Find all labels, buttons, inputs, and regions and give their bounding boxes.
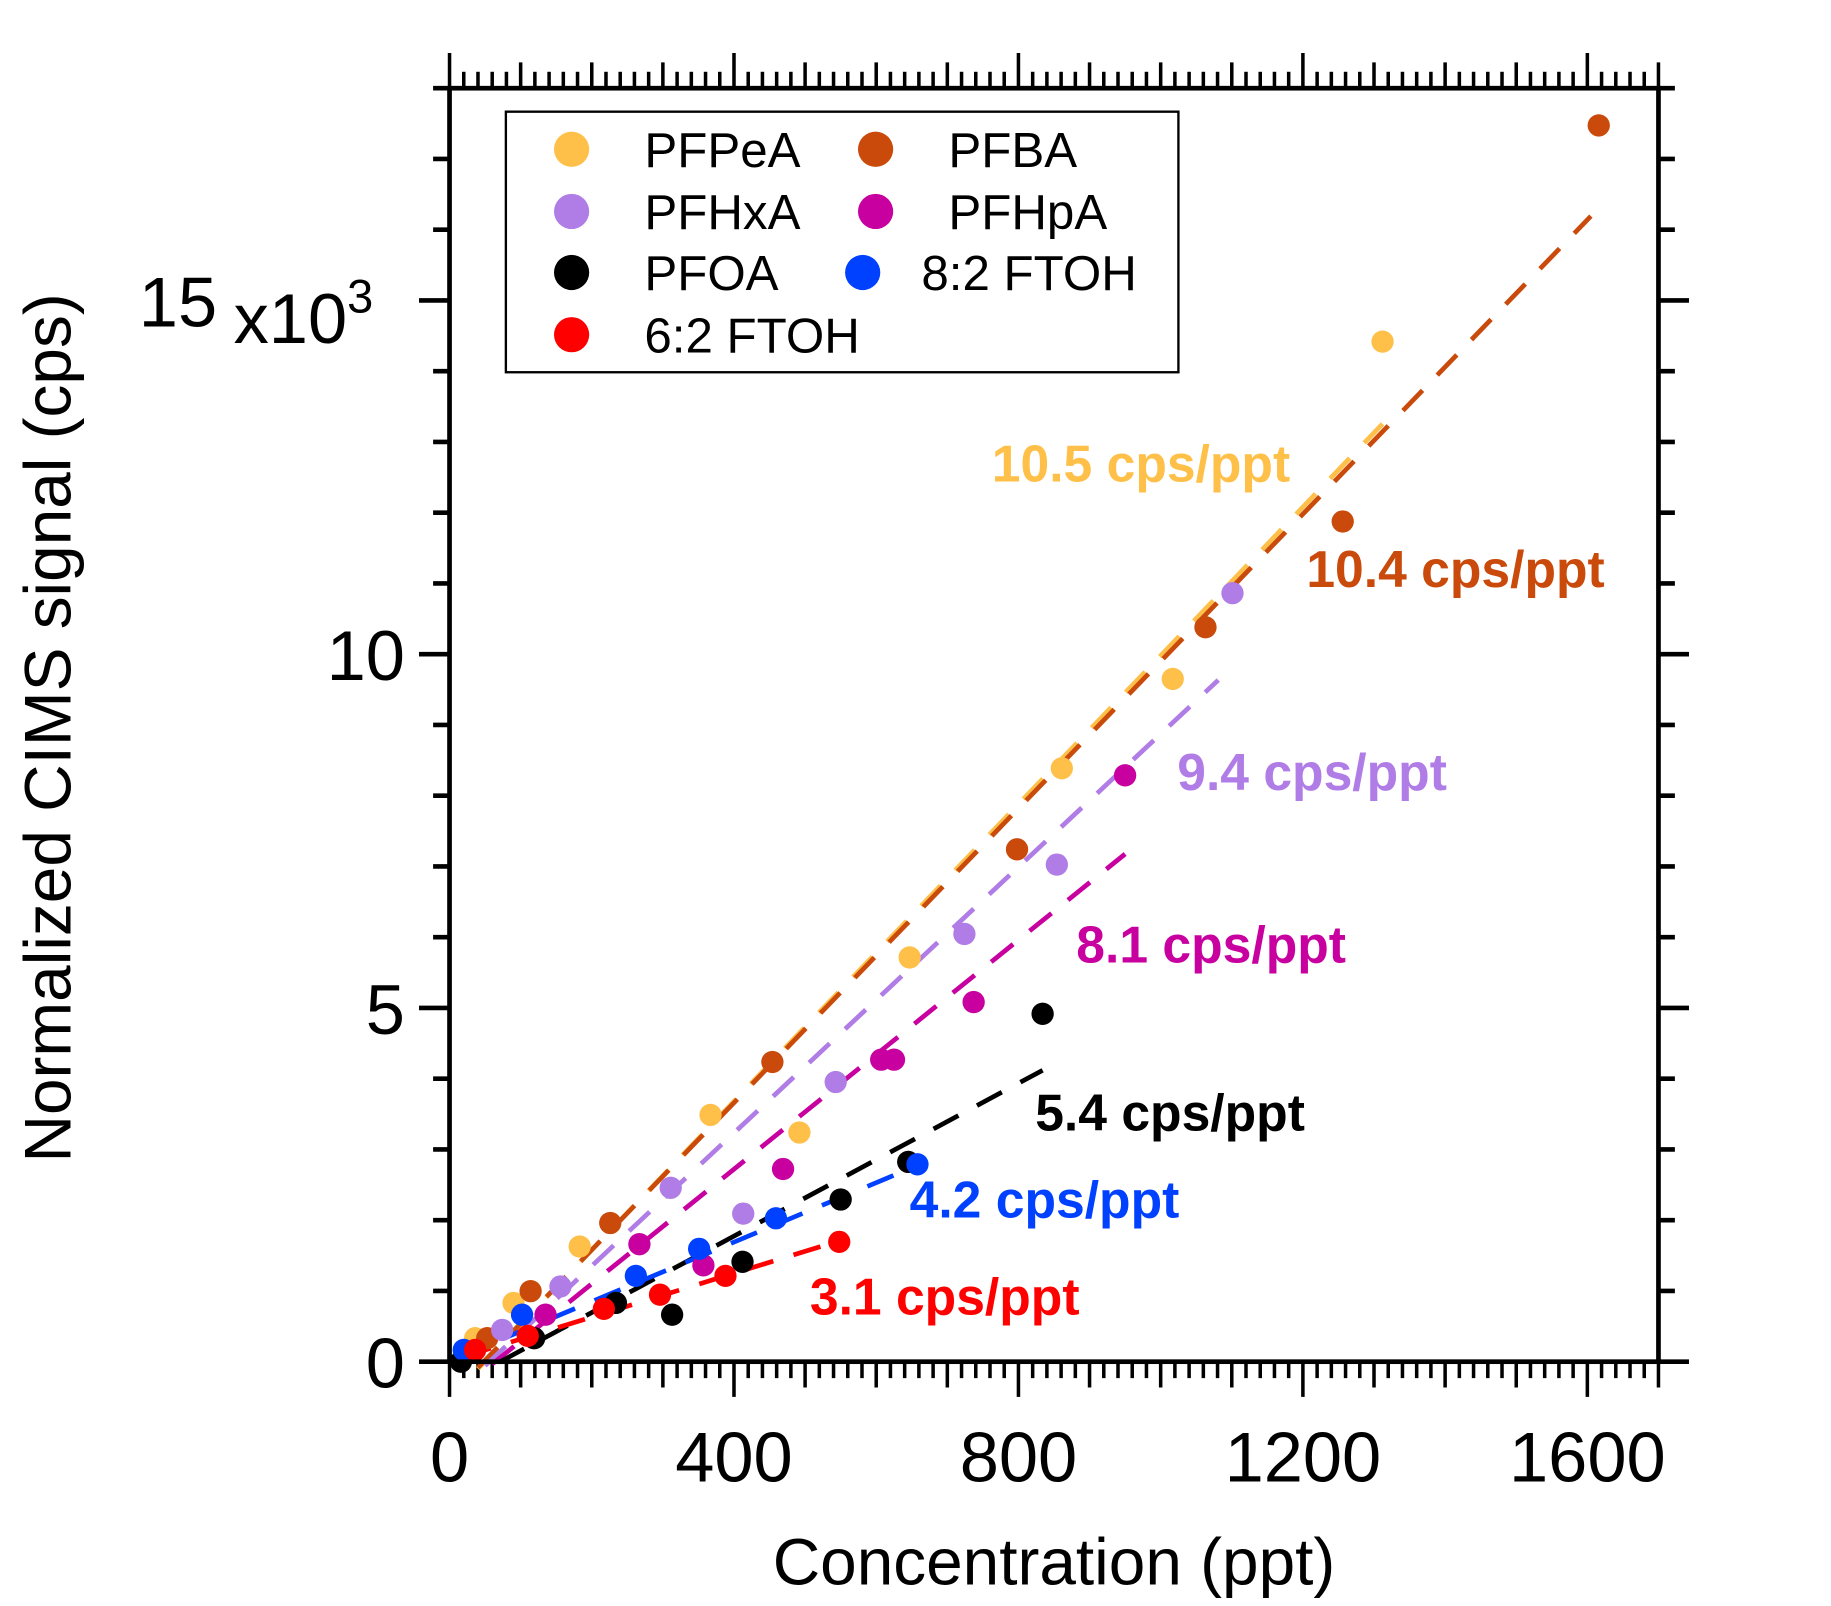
x-tick-label: 1600 — [1509, 1417, 1666, 1496]
legend-label: 8:2 FTOH — [921, 246, 1136, 301]
legend-marker — [553, 193, 590, 230]
data-point — [491, 1318, 514, 1342]
legend-marker — [857, 131, 894, 167]
data-point — [1005, 838, 1029, 861]
legend-label: 6:2 FTOH — [644, 308, 859, 363]
slope-label: 3.1 cps/ppt — [810, 1268, 1080, 1326]
data-point — [1221, 581, 1244, 605]
data-point — [659, 1176, 682, 1199]
data-point — [732, 1202, 755, 1225]
data-point — [699, 1103, 722, 1127]
data-point — [549, 1275, 572, 1298]
data-point — [828, 1230, 851, 1253]
data-point — [1587, 114, 1610, 137]
slope-label: 9.4 cps/ppt — [1177, 743, 1447, 801]
slope-labels: 10.5 cps/ppt 10.4 cps/ppt 9.4 cps/ppt 8.1 c… — [810, 434, 1605, 1325]
fit-line — [490, 852, 1127, 1366]
legend-marker — [553, 131, 590, 167]
legend: PFPeA PFBA PFHxA PFHpA PFOA 8:2 FTOH 6:2 FTOH — [504, 110, 1180, 374]
legend-label: PFPeA — [644, 123, 800, 178]
data-point — [624, 1264, 648, 1288]
x-tick-label: 1200 — [1225, 1417, 1382, 1496]
fit-line — [483, 678, 1220, 1368]
data-point — [592, 1297, 616, 1320]
data-point — [953, 922, 976, 946]
data-point — [1113, 764, 1137, 787]
data-point — [1031, 1002, 1054, 1025]
slope-label: 8.1 cps/ppt — [1076, 916, 1346, 974]
x-tick-label: 0 — [430, 1417, 469, 1496]
data-point — [898, 946, 921, 969]
y-multiplier: x103 — [234, 270, 374, 358]
slope-label: 10.4 cps/ppt — [1306, 540, 1604, 598]
data-point — [962, 990, 985, 1014]
data-point — [687, 1237, 711, 1260]
data-point — [463, 1338, 487, 1362]
data-point — [660, 1303, 684, 1326]
data-point — [714, 1264, 737, 1288]
y-tick-labels: 0 5 10 15 — [139, 262, 405, 1402]
data-point — [829, 1188, 852, 1211]
data-point — [731, 1250, 754, 1273]
data-point — [1045, 853, 1068, 876]
data-point — [516, 1324, 539, 1348]
data-point — [628, 1233, 651, 1256]
fit-line — [457, 1159, 927, 1360]
data-point — [1371, 330, 1394, 353]
legend-marker — [553, 254, 590, 291]
legend-label: PFBA — [948, 123, 1077, 178]
data-point — [1161, 667, 1184, 691]
data-point — [1331, 510, 1354, 533]
data-point — [534, 1303, 557, 1326]
data-point — [788, 1121, 811, 1144]
y-tick-label: 0 — [366, 1324, 405, 1403]
y-tick-label: 10 — [327, 616, 405, 695]
data-point — [510, 1303, 534, 1326]
slope-label: 4.2 cps/ppt — [910, 1170, 1180, 1228]
data-point — [568, 1235, 591, 1258]
plot-frame — [447, 85, 1661, 1365]
data-point — [824, 1070, 847, 1094]
data-point — [761, 1050, 784, 1074]
y-tick-label: 5 — [366, 970, 405, 1049]
data-point — [648, 1283, 672, 1306]
legend-box — [504, 110, 1180, 374]
data-point — [1050, 757, 1073, 780]
y-multiplier-exp: 3 — [347, 270, 373, 322]
data-point — [519, 1280, 542, 1303]
x-tick-labels: 0 400 800 1200 1600 — [430, 1417, 1666, 1496]
legend-label: PFHpA — [948, 185, 1107, 240]
fit-line — [476, 214, 1593, 1370]
legend-marker — [845, 254, 881, 291]
data-points — [449, 114, 1610, 1373]
data-point — [599, 1211, 622, 1235]
legend-label: PFOA — [644, 246, 778, 301]
y-axis-label: Normalized CIMS signal (cps) — [11, 293, 84, 1162]
data-point — [764, 1207, 788, 1230]
data-point — [906, 1153, 929, 1176]
x-axis-label: Concentration (ppt) — [773, 1526, 1336, 1599]
x-tick-label: 400 — [675, 1417, 792, 1496]
data-point — [882, 1048, 906, 1071]
data-point — [1194, 616, 1217, 639]
legend-label: PFHxA — [644, 185, 800, 240]
x-tick-label: 800 — [960, 1417, 1077, 1496]
data-point — [771, 1157, 795, 1181]
slope-label: 10.5 cps/ppt — [992, 434, 1290, 492]
legend-marker — [857, 193, 894, 230]
y-tick-label: 15 — [139, 262, 217, 341]
slope-label: 5.4 cps/ppt — [1035, 1083, 1305, 1141]
y-multiplier-text: x10 — [234, 279, 348, 358]
axis-ticks — [419, 52, 1689, 1397]
legend-marker — [553, 317, 590, 353]
